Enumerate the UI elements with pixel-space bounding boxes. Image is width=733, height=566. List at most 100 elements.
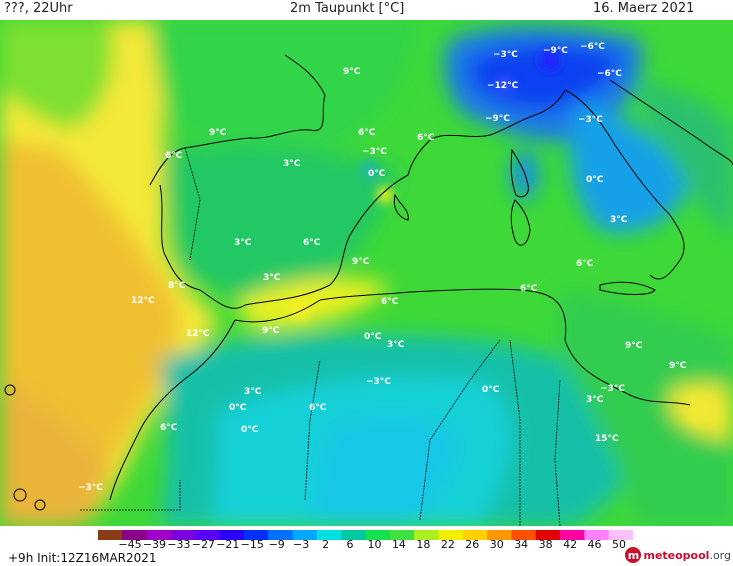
map-title: 2m Taupunkt [°C] [290,1,405,16]
colorbar-segment [608,530,633,540]
dewpoint-label: 9°C [343,67,361,77]
colorbar-segment [98,530,123,540]
map-header: ???, 22Uhr 2m Taupunkt [°C] 16. Maerz 20… [0,0,733,20]
dewpoint-label: 9°C [352,257,370,267]
dewpoint-label: −12°C [487,81,519,91]
brand-tld: .org [709,548,731,562]
map-canvas: 9°C −3°C −9°C −6°C −12°C −6°C 9°C 6°C 6°… [0,20,733,526]
dewpoint-label: −9°C [543,46,568,56]
dewpoint-label: 0°C [241,425,259,435]
dewpoint-label: 3°C [610,215,628,225]
coastlines [4,54,733,511]
colorbar-segment [584,530,610,540]
colorbar-tick-label: 2 [322,538,330,551]
brand-logo[interactable]: m meteopool.org [625,545,731,565]
colorbar-segment [365,530,391,540]
colorbar-tick-label: 22 [440,538,455,551]
colorbar-segment [560,530,585,540]
dewpoint-label: 0°C [482,385,500,395]
colorbar-segment [316,530,342,540]
colorbar-segment [195,530,221,540]
brand-name: meteopool [643,548,710,562]
dewpoint-label: 0°C [229,403,247,413]
colorbar-tick-label: 30 [489,538,504,551]
colorbar-segment [535,530,561,540]
colorbar-tick-label: 10 [367,538,382,551]
colorbar-tick-label: −33 [167,538,191,551]
dewpoint-label: 9°C [669,361,687,371]
colorbar-segment [268,530,294,540]
colorbar-tick-label: 50 [612,538,626,551]
colorbar-tick-label: 38 [538,538,553,551]
dewpoint-label: −3°C [578,115,603,125]
dewpoint-label: 15°C [595,434,619,444]
colorbar-tick-label: 18 [416,538,431,551]
colorbar-tick-label: −9 [268,538,285,551]
colorbar-tick-label: −15 [240,538,264,551]
dewpoint-label: −3°C [493,50,518,60]
meteopool-logo-icon: m [625,547,642,563]
dewpoint-label: 0°C [586,175,604,185]
colorbar-tick-label: 6 [346,538,354,551]
colorbar-segment [414,530,439,540]
dewpoint-label: 12°C [131,296,155,306]
dewpoint-label: 3°C [283,159,301,169]
dewpoint-label: 9°C [625,341,643,351]
dewpoint-label: −6°C [597,69,622,79]
dewpoint-label: −3°C [362,147,387,157]
dewpoint-map: 9°C −3°C −9°C −6°C −12°C −6°C 9°C 6°C 6°… [0,20,733,526]
colorbar-tick-label: 42 [563,538,578,551]
colorbar-tick-label: 34 [514,538,529,551]
colorbar-segment [292,530,318,540]
dewpoint-label: 3°C [387,340,405,350]
dewpoint-label: −3°C [78,483,103,493]
dewpoint-field-detail [290,50,714,424]
dewpoint-label: 6°C [417,133,435,143]
colorbar-tick-label: −21 [216,538,240,551]
borders [80,147,561,526]
colorbar-tick-label: 14 [391,538,406,551]
dewpoint-label: 6°C [358,128,376,138]
dewpoint-label: 3°C [244,387,262,397]
colorbar-tick-label: −39 [142,538,167,551]
dewpoint-label: −9°C [485,114,510,124]
dewpoint-label: −3°C [366,377,391,387]
dewpoint-label: −3°C [600,384,625,394]
dewpoint-label: 6°C [576,259,594,269]
colorbar-segment [219,530,245,540]
colorbar-segment [243,530,269,540]
dewpoint-label: 6°C [303,238,321,248]
dewpoint-label: 12°C [186,329,210,339]
dewpoint-label: 6°C [160,423,178,433]
dewpoint-label: −6°C [580,42,605,52]
dewpoint-label: 0°C [368,169,386,179]
colorbar-tick-label: 26 [465,538,480,551]
colorbar-segment [511,530,537,540]
dewpoint-label: 6°C [165,151,183,161]
dewpoint-label: 6°C [520,284,538,294]
colorbar [98,530,633,540]
dewpoint-label: 9°C [262,326,280,336]
map-date: 16. Maerz 2021 [593,1,695,16]
valid-time-label: ???, 22Uhr [4,1,73,16]
colorbar-segment [487,530,512,540]
dewpoint-labels: 9°C −3°C −9°C −6°C −12°C −6°C 9°C 6°C 6°… [78,42,687,493]
dewpoint-label: 3°C [263,273,281,283]
colorbar-tick-label: −3 [293,538,310,551]
colorbar-segment [341,530,366,540]
dewpoint-label: 6°C [381,297,399,307]
colorbar-tick-label: −27 [191,538,215,551]
init-time-label: +9h Init:12Z16MAR2021 [8,551,157,565]
dewpoint-label: 9°C [209,128,227,138]
colorbar-segment [438,530,464,540]
dewpoint-label: 8°C [168,281,186,291]
colorbar-ticks: −45 −39 −33 −27 −21 −15 −9 −3 2 6 10 14 18 22 26 30 34 38… [0,538,733,554]
colorbar-tick-label: −45 [118,538,142,551]
colorbar-segment [170,530,196,540]
colorbar-segment [389,530,415,540]
colorbar-tick-label: 46 [587,538,602,551]
colorbar-segment [462,530,488,540]
dewpoint-label: 3°C [234,238,252,248]
dewpoint-label: 0°C [364,332,382,342]
dewpoint-label: 3°C [586,395,604,405]
